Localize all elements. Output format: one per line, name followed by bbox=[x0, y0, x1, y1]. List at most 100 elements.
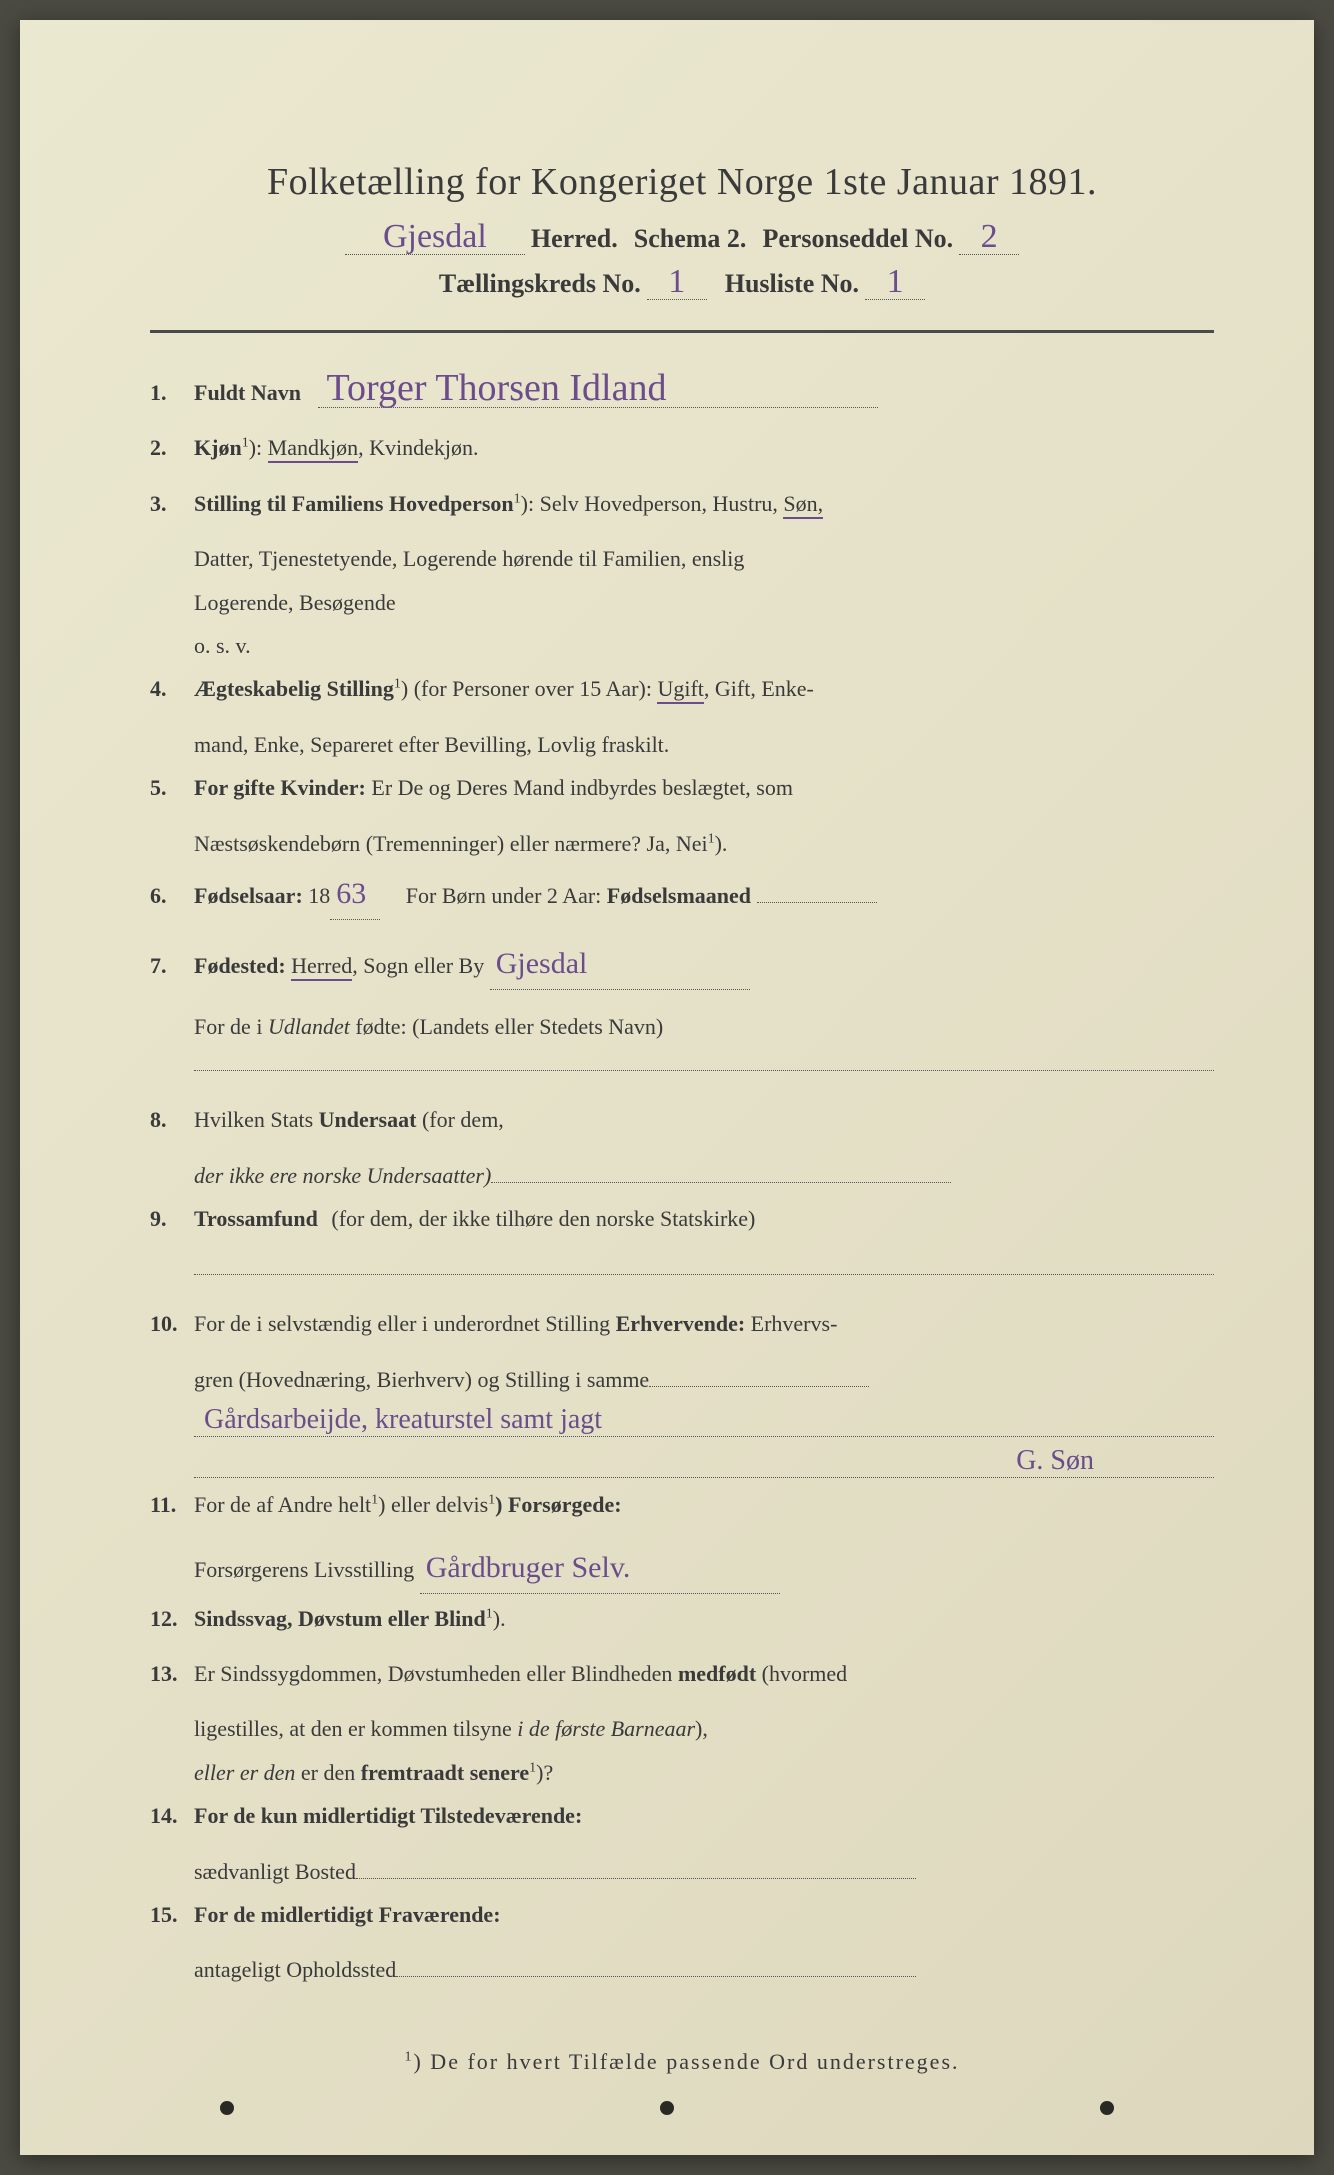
field-12-label: Sindssvag, Døvstum eller Blind bbox=[194, 1606, 486, 1631]
field-11-mid: ) eller delvis bbox=[378, 1492, 488, 1517]
field-10-line1b: Erhvervende: bbox=[616, 1311, 746, 1336]
field-12-body: Sindssvag, Døvstum eller Blind1). bbox=[194, 1600, 1214, 1637]
field-11-body: For de af Andre helt1) eller delvis1) Fo… bbox=[194, 1486, 1214, 1523]
field-2-num: 2. bbox=[150, 429, 194, 466]
binding-hole-icon bbox=[1100, 2101, 1114, 2115]
birth-year-value: 63 bbox=[330, 868, 380, 920]
field-2-colon: ): bbox=[249, 435, 262, 460]
field-1-num: 1. bbox=[150, 374, 194, 411]
field-3-body: Stilling til Familiens Hovedperson1): Se… bbox=[194, 485, 1214, 522]
header-line-2: Gjesdal Herred. Schema 2. Personseddel N… bbox=[150, 220, 1214, 255]
field-13-num: 13. bbox=[150, 1655, 194, 1692]
field-5-body: For gifte Kvinder: Er De og Deres Mand i… bbox=[194, 769, 1214, 806]
field-4-line2: mand, Enke, Separeret efter Bevilling, L… bbox=[194, 726, 1214, 763]
field-10-num: 10. bbox=[150, 1305, 194, 1342]
field-11-line2-text: Forsørgerens Livsstilling bbox=[194, 1557, 414, 1582]
field-14-num: 14. bbox=[150, 1797, 194, 1834]
field-13: 13. Er Sindssygdommen, Døvstumheden elle… bbox=[150, 1655, 1214, 1692]
field-4-body: Ægteskabelig Stilling1) (for Personer ov… bbox=[194, 670, 1214, 707]
personseddel-no: 2 bbox=[959, 220, 1019, 255]
field-5-sup: 1 bbox=[708, 831, 715, 846]
field-10-blank1 bbox=[649, 1386, 869, 1387]
field-11-line1b: ) Forsørgede: bbox=[495, 1492, 621, 1517]
field-6-label: Fødselsaar: bbox=[194, 883, 303, 908]
field-6-body: Fødselsaar: 1863 For Børn under 2 Aar: F… bbox=[194, 868, 1214, 920]
footnote-text: ) De for hvert Tilfælde passende Ord und… bbox=[413, 2049, 959, 2074]
field-14-blank bbox=[356, 1878, 916, 1879]
field-11-line2: Forsørgerens Livsstilling Gårdbruger Sel… bbox=[194, 1542, 1214, 1594]
field-3-opts-a: Selv Hovedperson, Hustru, bbox=[540, 491, 778, 516]
field-8-num: 8. bbox=[150, 1101, 194, 1138]
field-11-num: 11. bbox=[150, 1486, 194, 1523]
field-5-label: For gifte Kvinder: bbox=[194, 775, 366, 800]
taellingskreds-no: 1 bbox=[647, 265, 707, 300]
field-8-line2: der ikke ere norske Undersaatter) bbox=[194, 1157, 1214, 1194]
field-3-line4: o. s. v. bbox=[194, 627, 1214, 664]
field-14-line2-text: sædvanligt Bosted bbox=[194, 1859, 356, 1884]
field-2-sup: 1 bbox=[242, 436, 249, 451]
field-9-rest: (for dem, der ikke tilhøre den norske St… bbox=[331, 1206, 755, 1231]
husliste-no: 1 bbox=[865, 265, 925, 300]
field-2-body: Kjøn1): Mandkjøn, Kvindekjøn. bbox=[194, 429, 1214, 466]
field-5-line2a: Næstsøskendebørn (Tremenninger) eller næ… bbox=[194, 831, 708, 856]
field-15-label: For de midlertidigt Fraværende: bbox=[194, 1902, 501, 1927]
field-3-selected: Søn, bbox=[783, 491, 823, 519]
field-6-mid: For Børn under 2 Aar: bbox=[406, 883, 602, 908]
census-form-page: Folketælling for Kongeriget Norge 1ste J… bbox=[20, 20, 1314, 2155]
field-15: 15. For de midlertidigt Fraværende: bbox=[150, 1896, 1214, 1933]
field-2-label: Kjøn bbox=[194, 435, 242, 460]
field-3-line3: Logerende, Besøgende bbox=[194, 584, 1214, 621]
field-13-line2-text: ligestilles, at den er kommen tilsyne i … bbox=[194, 1716, 708, 1741]
birthplace-value: Gjesdal bbox=[490, 938, 750, 990]
field-6-num: 6. bbox=[150, 877, 194, 914]
field-4-mid: (for Personer over 15 Aar): bbox=[414, 676, 652, 701]
binding-hole-icon bbox=[660, 2101, 674, 2115]
field-10-line1a: For de i selvstændig eller i underordnet… bbox=[194, 1311, 610, 1336]
birth-month-blank bbox=[757, 902, 877, 903]
field-1-label: Fuldt Navn bbox=[194, 380, 301, 405]
field-7-line2: For de i Udlandet fødte: (Landets eller … bbox=[194, 1008, 1214, 1045]
field-12-end: ). bbox=[493, 1606, 506, 1631]
field-13-line1: Er Sindssygdommen, Døvstumheden eller Bl… bbox=[194, 1661, 847, 1686]
field-6-label2: Fødselsmaaned bbox=[607, 883, 751, 908]
husliste-label: Husliste No. bbox=[725, 269, 859, 299]
field-6-prefix: 18 bbox=[308, 883, 330, 908]
field-8-line1: Hvilken Stats Undersaat (for dem, bbox=[194, 1107, 504, 1132]
field-2-rest: , Kvindekjøn. bbox=[358, 435, 478, 460]
field-7-selected: Herred bbox=[291, 953, 352, 981]
field-10-line2: gren (Hovednæring, Bierhverv) og Stillin… bbox=[194, 1361, 1214, 1398]
field-9: 9. Trossamfund (for dem, der ikke tilhør… bbox=[150, 1200, 1214, 1237]
field-4-sup: 1 bbox=[394, 677, 401, 692]
field-11: 11. For de af Andre helt1) eller delvis1… bbox=[150, 1486, 1214, 1523]
field-3: 3. Stilling til Familiens Hovedperson1):… bbox=[150, 485, 1214, 522]
field-13-end: )? bbox=[536, 1760, 553, 1785]
field-4-num: 4. bbox=[150, 670, 194, 707]
field-8: 8. Hvilken Stats Undersaat (for dem, bbox=[150, 1101, 1214, 1138]
field-4-label: Ægteskabelig Stilling bbox=[194, 676, 394, 701]
field-12: 12. Sindssvag, Døvstum eller Blind1). bbox=[150, 1600, 1214, 1637]
field-10-body: For de i selvstændig eller i underordnet… bbox=[194, 1305, 1214, 1342]
field-10: 10. For de i selvstændig eller i underor… bbox=[150, 1305, 1214, 1342]
field-5-line1: Er De og Deres Mand indbyrdes beslægtet,… bbox=[371, 775, 793, 800]
field-14: 14. For de kun midlertidigt Tilstedevære… bbox=[150, 1797, 1214, 1834]
field-10-line1c: Erhvervs- bbox=[751, 1311, 838, 1336]
field-15-line2-text: antageligt Opholdssted bbox=[194, 1957, 396, 1982]
field-14-line2: sædvanligt Bosted bbox=[194, 1853, 1214, 1890]
field-13-line3a: eller er den bbox=[194, 1760, 295, 1785]
field-6: 6. Fødselsaar: 1863 For Børn under 2 Aar… bbox=[150, 868, 1214, 920]
field-14-label: For de kun midlertidigt Tilstedeværende: bbox=[194, 1803, 582, 1828]
field-4-colon: ) bbox=[401, 676, 408, 701]
personseddel-label: Personseddel No. bbox=[762, 224, 953, 254]
field-7-rest: , Sogn eller By bbox=[352, 953, 484, 978]
field-1-body: Fuldt Navn Torger Thorsen Idland bbox=[194, 369, 1214, 411]
footnote-sup: 1 bbox=[404, 2049, 413, 2064]
field-9-body: Trossamfund (for dem, der ikke tilhøre d… bbox=[194, 1200, 1214, 1237]
field-7-blank bbox=[194, 1051, 1214, 1071]
field-11-line1a: For de af Andre helt bbox=[194, 1492, 371, 1517]
field-7-label: Fødested: bbox=[194, 953, 286, 978]
field-7-num: 7. bbox=[150, 947, 194, 984]
field-4-selected: Ugift bbox=[657, 676, 703, 704]
field-13-line3b: fremtraadt senere bbox=[361, 1760, 529, 1785]
field-3-line2: Datter, Tjenestetyende, Logerende hørend… bbox=[194, 540, 1214, 577]
field-15-body: For de midlertidigt Fraværende: bbox=[194, 1896, 1214, 1933]
